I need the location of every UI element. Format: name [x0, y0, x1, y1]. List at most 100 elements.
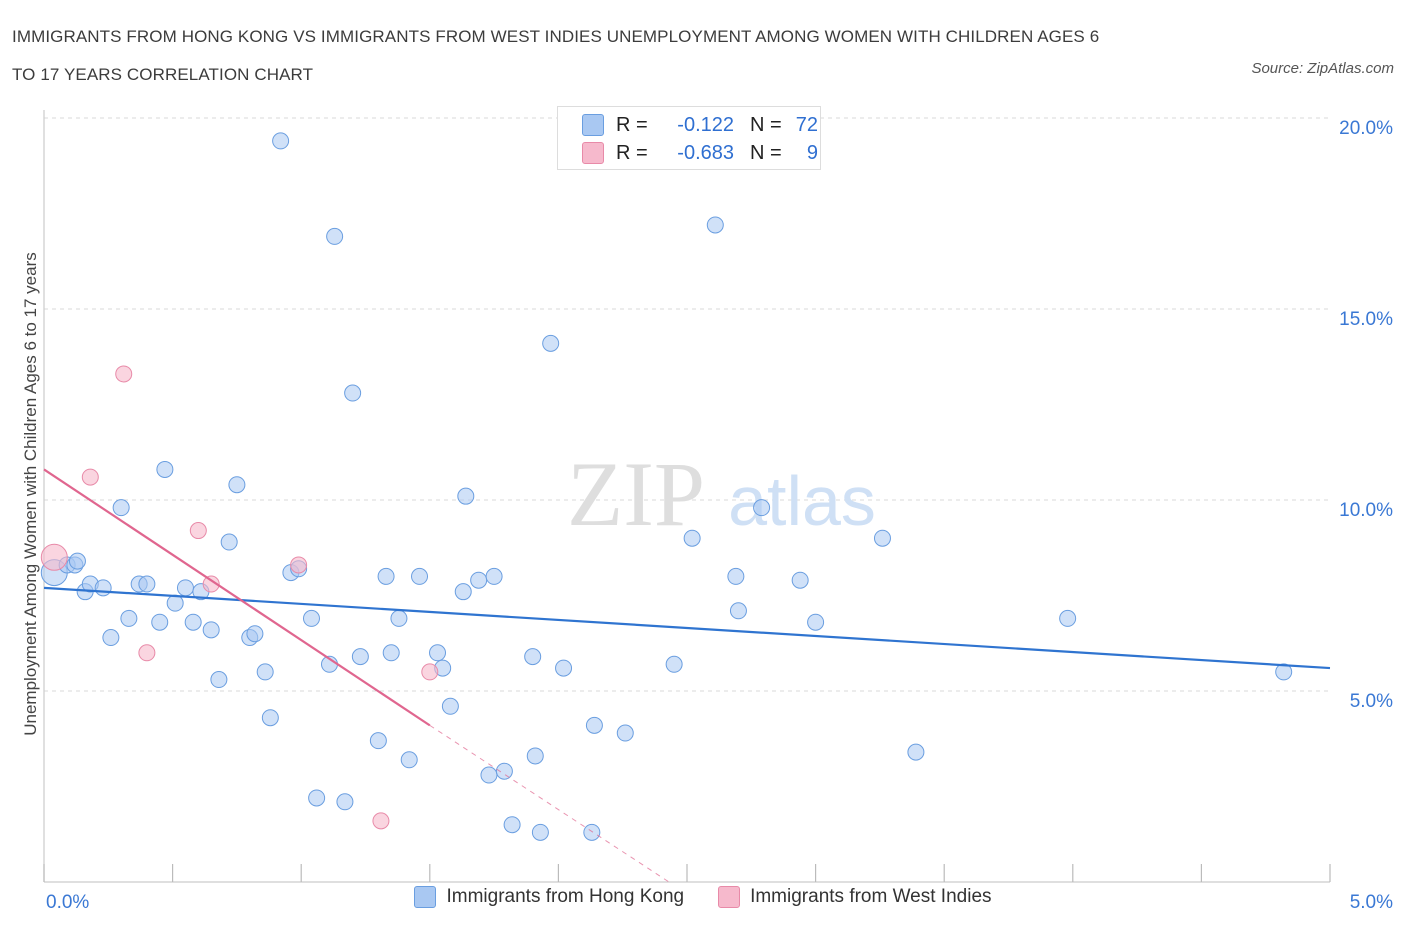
n-value: 9 [806, 141, 818, 164]
data-point-hong-kong [1275, 663, 1293, 681]
data-point-hong-kong [665, 655, 683, 673]
y-tick-label: 20.0% [1339, 118, 1393, 139]
watermark: ZIP atlas [567, 443, 876, 545]
y-tick-label: 10.0% [1339, 500, 1393, 521]
data-point-hong-kong [261, 709, 279, 727]
legend-swatch-pink [718, 886, 741, 908]
data-point-west-indies [421, 663, 439, 681]
gridlines [44, 117, 1330, 692]
data-point-hong-kong [390, 609, 408, 627]
data-point-hong-kong [616, 724, 634, 742]
data-point-hong-kong [531, 823, 549, 841]
data-point-hong-kong [555, 659, 573, 677]
data-point-hong-kong [441, 697, 459, 715]
data-point-hong-kong [256, 663, 274, 681]
data-point-hong-kong [542, 334, 560, 352]
y-tick-label: 5.0% [1350, 691, 1393, 712]
data-point-hong-kong [753, 499, 771, 517]
y-axis-label: Unemployment Among Women with Children A… [21, 252, 40, 736]
data-point-hong-kong [68, 552, 86, 570]
n-value: 72 [795, 113, 818, 136]
stats-swatch-pink [582, 142, 604, 164]
data-point-hong-kong [495, 762, 513, 780]
data-point-hong-kong [706, 216, 724, 234]
data-point-hong-kong [503, 816, 521, 834]
trend-lines [43, 468, 1331, 883]
r-label: R = [616, 113, 648, 136]
data-point-hong-kong [151, 613, 169, 631]
legend-label: Immigrants from Hong Kong [446, 886, 685, 907]
data-point-hong-kong [302, 609, 320, 627]
data-point-hong-kong [485, 567, 503, 585]
series-west-indies-points [40, 365, 439, 830]
data-point-hong-kong [102, 629, 120, 647]
stats-swatch-blue [582, 114, 604, 136]
legend-swatch-blue [414, 886, 437, 908]
stats-row-hong-kong: R = -0.122 N = 72 [582, 112, 818, 138]
data-point-hong-kong [377, 567, 395, 585]
data-point-hong-kong [524, 648, 542, 666]
chart-title-line-1: IMMIGRANTS FROM HONG KONG VS IMMIGRANTS … [12, 27, 1100, 46]
legend-item-hong-kong[interactable]: Immigrants from Hong Kong [414, 886, 684, 908]
data-point-hong-kong [344, 384, 362, 402]
data-point-hong-kong [727, 567, 745, 585]
data-point-hong-kong [907, 743, 925, 761]
data-point-west-indies [138, 644, 156, 662]
data-point-west-indies [202, 575, 220, 593]
data-point-hong-kong [246, 625, 264, 643]
trend-line-west-indies [43, 468, 431, 727]
data-point-hong-kong [112, 499, 130, 517]
series-hong-kong-points [40, 132, 1293, 841]
data-point-hong-kong [326, 227, 344, 245]
data-point-hong-kong [228, 476, 246, 494]
data-point-hong-kong [807, 613, 825, 631]
data-point-west-indies [290, 556, 308, 574]
data-point-hong-kong [210, 671, 228, 689]
data-point-hong-kong [308, 789, 326, 807]
data-point-hong-kong [457, 487, 475, 505]
data-point-hong-kong [411, 567, 429, 585]
data-point-hong-kong [683, 529, 701, 547]
x-tick-label: 5.0% [1350, 892, 1393, 913]
r-label: R = [616, 141, 648, 164]
data-point-hong-kong [1059, 609, 1077, 627]
data-point-hong-kong [429, 644, 447, 662]
data-point-hong-kong [400, 751, 418, 769]
data-point-hong-kong [369, 732, 387, 750]
data-point-hong-kong [382, 644, 400, 662]
data-point-hong-kong [176, 579, 194, 597]
data-point-hong-kong [156, 460, 174, 478]
source-label: Source: ZipAtlas.com [1251, 60, 1394, 77]
data-point-hong-kong [184, 613, 202, 631]
data-point-hong-kong [585, 716, 603, 734]
data-point-hong-kong [138, 575, 156, 593]
data-point-west-indies [40, 543, 68, 571]
n-label: N = [750, 113, 782, 136]
data-point-hong-kong [166, 594, 184, 612]
data-point-hong-kong [526, 747, 544, 765]
data-point-hong-kong [791, 571, 809, 589]
chart-legend: Immigrants from Hong Kong Immigrants fro… [0, 886, 1406, 908]
r-value: -0.683 [677, 141, 734, 164]
tick-labels: 5.0% 10.0% 15.0% 20.0% 0.0% 5.0% [46, 118, 1393, 913]
y-tick-label: 15.0% [1339, 309, 1393, 330]
data-point-hong-kong [120, 609, 138, 627]
data-point-hong-kong [480, 766, 498, 784]
data-point-hong-kong [220, 533, 238, 551]
x-tick-label: 0.0% [46, 892, 89, 913]
data-point-west-indies [115, 365, 133, 383]
data-point-hong-kong [729, 602, 747, 620]
data-point-hong-kong [454, 583, 472, 601]
data-point-west-indies [81, 468, 99, 486]
stats-row-west-indies: R = -0.683 N = 9 [582, 140, 818, 166]
watermark-atlas: atlas [728, 462, 876, 540]
chart-title: IMMIGRANTS FROM HONG KONG VS IMMIGRANTS … [12, 18, 1232, 94]
n-label: N = [750, 141, 782, 164]
data-point-hong-kong [336, 793, 354, 811]
data-point-west-indies [372, 812, 390, 830]
axes [43, 110, 1331, 883]
data-point-hong-kong [351, 648, 369, 666]
data-point-hong-kong [94, 579, 112, 597]
data-point-west-indies [189, 522, 207, 540]
legend-item-west-indies[interactable]: Immigrants from West Indies [718, 886, 992, 908]
